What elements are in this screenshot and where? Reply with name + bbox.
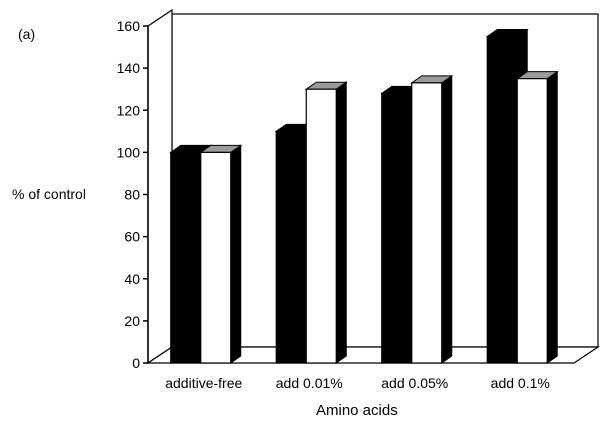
bar-side: [230, 144, 242, 364]
y-tick-label: 160: [117, 18, 141, 34]
bars: [169, 28, 559, 364]
x-tick-label: add 0.1%: [491, 375, 550, 391]
side-wall: [147, 8, 173, 365]
y-tick-label: 20: [124, 313, 140, 329]
x-axis-title: Amino acids: [316, 402, 398, 419]
bar-side: [546, 70, 558, 364]
y-axis: 0 20 40 60 80 100 120 140 160: [117, 18, 149, 371]
bar: [486, 35, 518, 364]
bar: [200, 151, 232, 364]
bar: [305, 88, 337, 364]
x-axis: additive-free add 0.01% add 0.05% add 0.1%: [165, 375, 550, 391]
y-tick-label: 120: [117, 102, 141, 118]
bar: [170, 151, 202, 364]
bar: [516, 78, 548, 364]
y-tick-label: 80: [124, 187, 140, 203]
y-tick-label: 40: [124, 271, 140, 287]
bar: [411, 82, 443, 364]
panel-label: (a): [18, 26, 36, 42]
x-tick-label: add 0.05%: [381, 375, 448, 391]
y-tick-label: 0: [132, 355, 140, 371]
bar: [275, 130, 307, 364]
y-axis-title: % of control: [12, 186, 86, 202]
bar: [381, 92, 413, 364]
x-tick-label: add 0.01%: [276, 375, 343, 391]
x-tick-label: additive-free: [165, 375, 242, 391]
y-tick-label: 100: [117, 144, 141, 160]
y-tick-label: 140: [117, 60, 141, 76]
bar-side: [441, 74, 453, 364]
y-tick-label: 60: [124, 229, 140, 245]
bar-side: [335, 81, 347, 364]
